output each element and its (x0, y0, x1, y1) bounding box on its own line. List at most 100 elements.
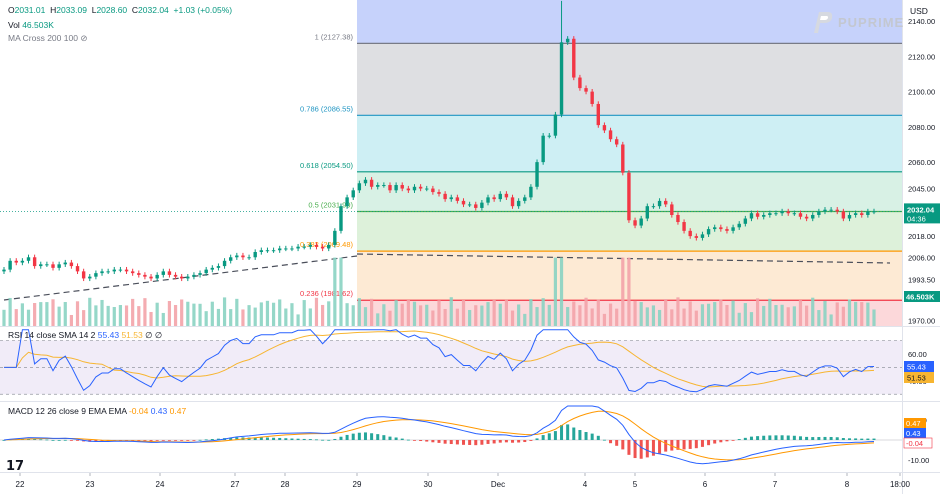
candle-body (216, 266, 221, 268)
macd-histogram-bar (333, 438, 337, 440)
fib-zone (357, 115, 902, 172)
volume-bar (351, 305, 355, 326)
macd-histogram-bar (455, 440, 459, 445)
volume-bar (400, 303, 404, 326)
macd-histogram-bar (443, 440, 447, 444)
macd-histogram-bar (198, 439, 202, 441)
volume-bar (627, 257, 631, 326)
volume-bar (137, 306, 141, 326)
eye-off-icon[interactable]: ⊘ (80, 33, 88, 43)
candle-body (204, 269, 208, 274)
candle-body (694, 236, 699, 238)
fib-zone-top (357, 0, 902, 44)
macd-histogram-bar (33, 439, 37, 440)
time-tick-label: 6 (703, 480, 708, 489)
macd-histogram-bar (253, 437, 257, 440)
macd-histogram-bar (749, 436, 753, 440)
candle-body (676, 214, 680, 223)
candle-body (124, 269, 129, 272)
volume-bar (302, 300, 306, 326)
price-tick-label: 1993.50 (908, 275, 935, 284)
macd-histogram-bar (327, 439, 331, 441)
time-tick-label: 4 (583, 480, 588, 489)
volume-bar (713, 302, 717, 326)
volume-bar (155, 302, 159, 326)
candle-body (302, 246, 306, 248)
candle-body (198, 273, 202, 275)
candle-body (565, 38, 570, 43)
volume-bar (259, 302, 263, 326)
macd-signal-value: 0.47 (169, 406, 187, 416)
volume-bar (706, 303, 711, 326)
candle-body (480, 202, 484, 208)
fib-level-label: 0.5 (2031.99) (308, 200, 353, 209)
macd-histogram-bar (860, 438, 864, 440)
candle-body (363, 179, 368, 184)
candle-body (804, 216, 809, 219)
volume-bar (449, 297, 453, 326)
candle-body (241, 255, 245, 258)
volume-bar (222, 297, 227, 326)
price-tick-label: 2060.00 (908, 158, 935, 167)
volume-bar (278, 299, 282, 326)
macd-histogram-bar (419, 440, 423, 442)
candle-body (743, 218, 748, 224)
macd-histogram-bar (480, 440, 484, 445)
volume-bar (320, 304, 325, 326)
rsi-na-1: ∅ (145, 330, 153, 340)
volume-bar (792, 306, 796, 326)
candle-body (823, 209, 827, 212)
macd-histogram-bar (314, 439, 318, 441)
candle-body (186, 276, 190, 279)
candle-body (578, 77, 582, 89)
macd-histogram-bar (596, 435, 600, 440)
volume-bar (461, 300, 466, 326)
volume-bar (167, 300, 172, 326)
macd-histogram-bar (192, 440, 196, 441)
candle-body (774, 213, 778, 215)
macd-histogram-bar (357, 432, 361, 440)
fib-level-label: 0.618 (2054.50) (300, 161, 353, 170)
macd-histogram-bar (835, 437, 839, 440)
volume-bar (786, 307, 790, 326)
time-tick-label: 27 (231, 480, 240, 489)
volume-bar (835, 302, 839, 326)
candle-body (455, 197, 460, 201)
macd-histogram-bar (541, 435, 545, 440)
change-value: +1.03 (+0.05%) (173, 5, 233, 15)
macd-histogram-bar (584, 432, 588, 440)
volume-bar (290, 303, 294, 326)
rsi-sma-line (4, 330, 875, 388)
volume-bar (63, 302, 67, 326)
currency-label[interactable]: USD (910, 6, 928, 16)
candle-body (247, 257, 251, 259)
candle-body (755, 213, 760, 217)
candle-body (376, 185, 380, 187)
macd-histogram-bar (841, 438, 845, 440)
macd-histogram-bar (645, 440, 649, 458)
price-tick-label: 1970.00 (908, 317, 935, 326)
macd-histogram-bar (180, 440, 184, 441)
volume-bar (100, 299, 104, 326)
candle-body (412, 186, 417, 191)
volume-bar (657, 309, 662, 326)
candle-body (106, 271, 110, 273)
candle-body (351, 190, 355, 198)
volume-bar (805, 305, 809, 326)
macd-histogram-bar (492, 440, 496, 444)
ma-legend[interactable]: MA Cross 200 100 ⊘ (8, 33, 87, 44)
candle-body (835, 209, 839, 212)
candle-body (461, 200, 466, 205)
macd-histogram-bar (272, 437, 276, 440)
volume-bar (682, 308, 686, 326)
candle-body (749, 213, 754, 219)
volume-bar (584, 297, 588, 326)
volume-bar (866, 302, 870, 326)
candle-body (431, 188, 435, 193)
macd-histogram-bar (633, 440, 637, 459)
macd-histogram-bar (590, 433, 594, 440)
volume-bar (841, 306, 845, 326)
macd-histogram-bar (817, 437, 821, 440)
macd-histogram-bar (155, 440, 159, 441)
